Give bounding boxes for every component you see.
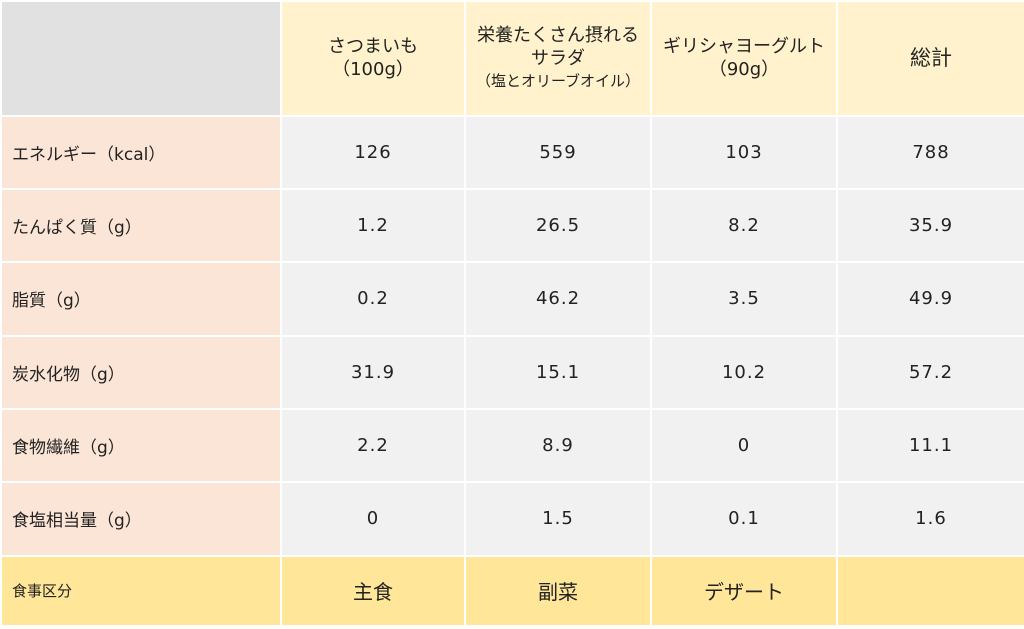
value-cell: 0.1 (650, 481, 838, 557)
table-row-fiber: 食物繊維（g） 2.2 8.9 0 11.1 (0, 407, 1024, 484)
header-line: 栄養たくさん摂れる (477, 24, 639, 46)
value-cell: 26.5 (464, 187, 652, 264)
value-cell: 8.9 (464, 407, 652, 484)
row-label: 食塩相当量（g） (0, 481, 282, 557)
value-cell: 8.2 (650, 187, 838, 264)
value-cell: 559 (464, 114, 652, 190)
value-cell: 0.2 (280, 261, 466, 337)
value-cell: 1.2 (280, 187, 466, 264)
value-cell: 11.1 (836, 407, 1024, 484)
header-line: さつまいも (328, 36, 418, 58)
header-line: ギリシャヨーグルト (663, 36, 825, 58)
value-cell: 788 (836, 114, 1024, 190)
value-cell: 15.1 (464, 334, 652, 410)
row-label: 脂質（g） (0, 261, 282, 337)
table-row-meal-category: 食事区分 主食 副菜 デザート (0, 554, 1024, 628)
value-cell: 57.2 (836, 334, 1024, 410)
table-row-fat: 脂質（g） 0.2 46.2 3.5 49.9 (0, 261, 1024, 337)
table-row-energy: エネルギー（kcal） 126 559 103 788 (0, 114, 1024, 190)
value-cell: 126 (280, 114, 466, 190)
header-line: （90g） (708, 59, 780, 81)
category-dessert: デザート (650, 554, 838, 628)
value-cell: 31.9 (280, 334, 466, 410)
row-label: 食物繊維（g） (0, 407, 282, 484)
value-cell: 0 (650, 407, 838, 484)
value-cell: 1.6 (836, 481, 1024, 557)
category-empty-cell (836, 554, 1024, 628)
table-row-carbohydrate: 炭水化物（g） 31.9 15.1 10.2 57.2 (0, 334, 1024, 410)
value-cell: 10.2 (650, 334, 838, 410)
row-label: たんぱく質（g） (0, 187, 282, 264)
value-cell: 46.2 (464, 261, 652, 337)
value-cell: 35.9 (836, 187, 1024, 264)
column-header-salad: 栄養たくさん摂れる サラダ （塩とオリーブオイル） (464, 0, 652, 117)
category-label: 食事区分 (0, 554, 282, 628)
row-label: エネルギー（kcal） (0, 114, 282, 190)
value-cell: 1.5 (464, 481, 652, 557)
header-row: さつまいも （100g） 栄養たくさん摂れる サラダ （塩とオリーブオイル） ギ… (0, 0, 1024, 117)
value-cell: 2.2 (280, 407, 466, 484)
category-side-dish: 副菜 (464, 554, 652, 628)
column-header-greek-yogurt: ギリシャヨーグルト （90g） (650, 0, 838, 117)
row-label: 炭水化物（g） (0, 334, 282, 410)
header-line: （塩とオリーブオイル） (475, 71, 641, 90)
table-row-salt: 食塩相当量（g） 0 1.5 0.1 1.6 (0, 481, 1024, 557)
value-cell: 49.9 (836, 261, 1024, 337)
header-line: （100g） (332, 59, 414, 81)
column-header-total: 総計 (836, 0, 1024, 117)
column-header-sweet-potato: さつまいも （100g） (280, 0, 466, 117)
category-main-dish: 主食 (280, 554, 466, 628)
table-row-protein: たんぱく質（g） 1.2 26.5 8.2 35.9 (0, 187, 1024, 264)
header-line: サラダ (531, 47, 585, 69)
value-cell: 0 (280, 481, 466, 557)
corner-cell (0, 0, 282, 117)
header-line: 総計 (910, 45, 952, 70)
value-cell: 103 (650, 114, 838, 190)
value-cell: 3.5 (650, 261, 838, 337)
